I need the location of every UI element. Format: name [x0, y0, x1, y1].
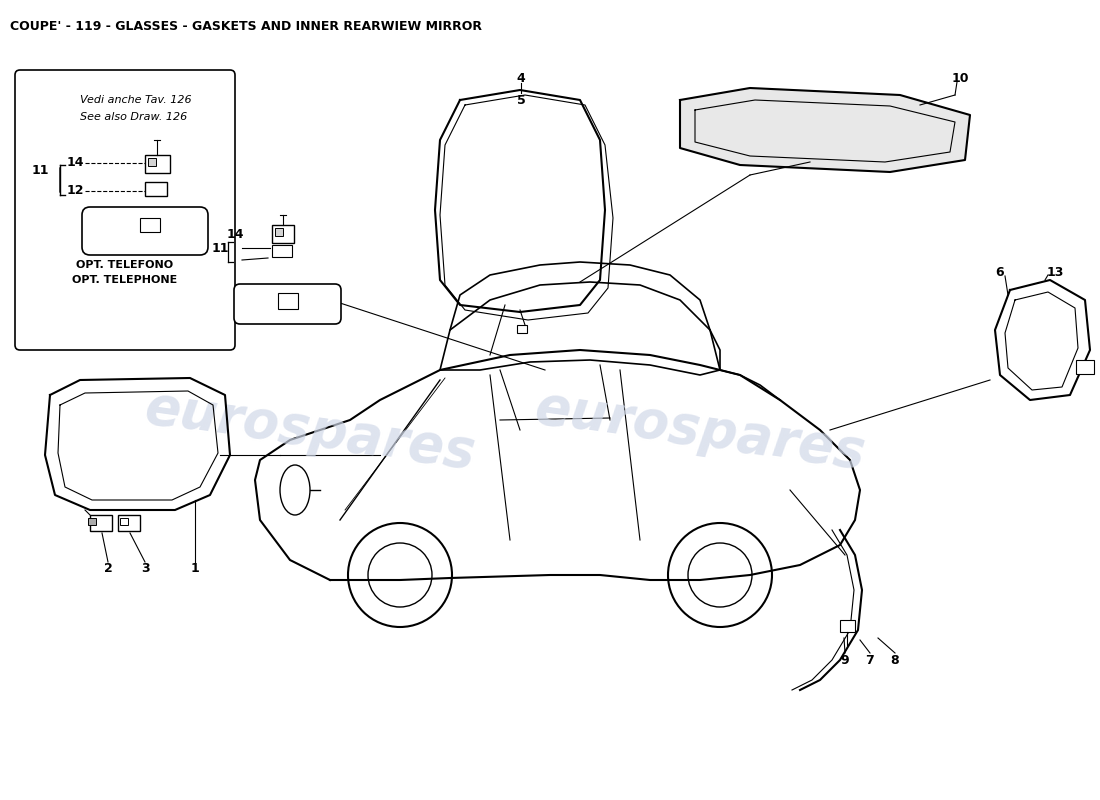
Bar	[90, 515, 112, 531]
Text: eurospares: eurospares	[531, 381, 869, 479]
Polygon shape	[680, 88, 970, 172]
FancyBboxPatch shape	[15, 70, 235, 350]
Bar	[840, 620, 855, 632]
Bar	[148, 158, 156, 166]
Bar	[272, 225, 294, 243]
Bar	[1076, 360, 1094, 374]
Text: 12: 12	[66, 185, 84, 198]
Bar	[272, 245, 292, 257]
Bar	[278, 293, 298, 309]
Text: 7: 7	[866, 654, 874, 666]
Bar	[145, 182, 167, 196]
FancyBboxPatch shape	[234, 284, 341, 324]
Text: 10: 10	[952, 71, 969, 85]
Text: 4: 4	[517, 71, 526, 85]
Text: 2: 2	[103, 562, 112, 574]
Bar	[275, 228, 283, 236]
Text: 14: 14	[227, 229, 244, 242]
Bar	[145, 155, 170, 173]
Text: 13: 13	[1046, 266, 1064, 278]
Text: 11: 11	[31, 163, 48, 177]
Text: COUPE' - 119 - GLASSES - GASKETS AND INNER REARWIEW MIRROR: COUPE' - 119 - GLASSES - GASKETS AND INN…	[10, 20, 482, 33]
Bar	[517, 325, 527, 333]
Bar	[120, 518, 128, 525]
Text: Vedi anche Tav. 126: Vedi anche Tav. 126	[80, 95, 191, 105]
Text: 6: 6	[996, 266, 1004, 278]
Ellipse shape	[280, 465, 310, 515]
Bar	[140, 218, 159, 232]
Text: OPT. TELEFONO: OPT. TELEFONO	[76, 260, 174, 270]
Text: See also Draw. 126: See also Draw. 126	[80, 112, 187, 122]
Text: 3: 3	[141, 562, 150, 574]
Text: 8: 8	[891, 654, 900, 666]
Bar	[118, 515, 140, 531]
Text: 5: 5	[517, 94, 526, 106]
Text: 11: 11	[211, 242, 229, 254]
Text: OPT. TELEPHONE: OPT. TELEPHONE	[73, 275, 177, 285]
Bar	[88, 518, 96, 525]
Text: 1: 1	[190, 562, 199, 574]
Text: 9: 9	[840, 654, 849, 666]
Text: 14: 14	[66, 157, 84, 170]
Text: eurospares: eurospares	[141, 381, 478, 479]
FancyBboxPatch shape	[82, 207, 208, 255]
